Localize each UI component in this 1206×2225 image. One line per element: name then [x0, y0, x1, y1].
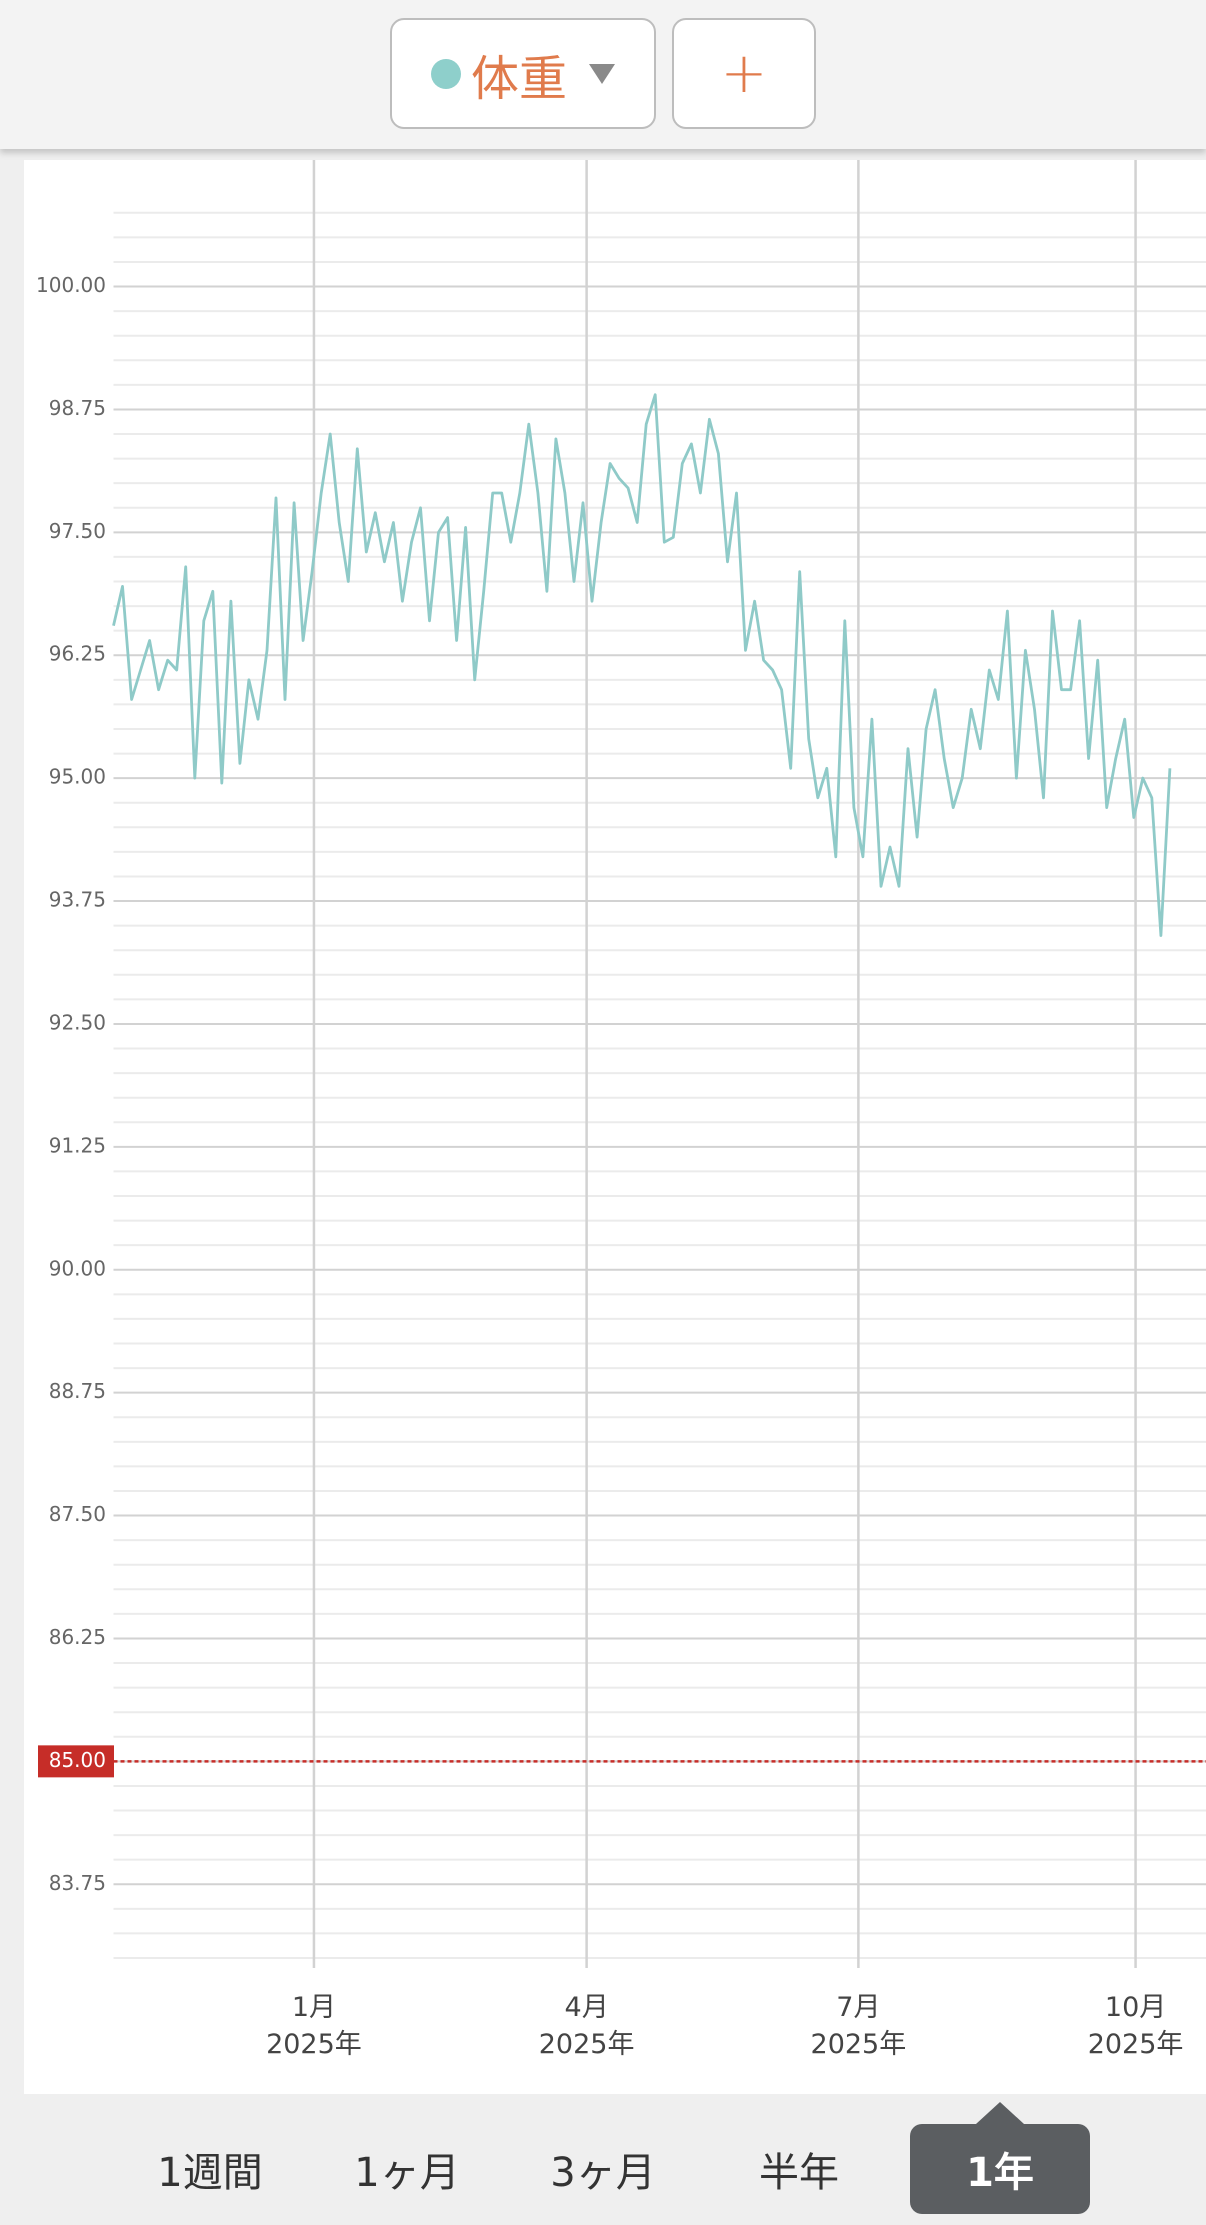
y-tick-label: 91.25 — [49, 1133, 106, 1157]
y-tick-label: 100.00 — [36, 273, 106, 297]
header-bar: 体重 + — [0, 0, 1206, 149]
target-label-bg — [38, 1745, 114, 1778]
y-tick-label: 97.50 — [49, 519, 106, 543]
add-label: + — [720, 41, 768, 106]
y-tick-label: 92.50 — [49, 1010, 106, 1034]
period-tab[interactable]: 1ヶ月 — [354, 2150, 460, 2196]
x-tick-label: 1月 — [292, 1992, 336, 2023]
x-tick-sublabel: 2025年 — [539, 2029, 635, 2060]
y-tick-label: 96.25 — [49, 642, 106, 666]
add-button[interactable]: + — [672, 18, 816, 129]
x-tick-label: 7月 — [836, 1992, 880, 2023]
y-tick-label: 83.75 — [49, 1871, 106, 1895]
y-tick-label: 86.25 — [49, 1625, 106, 1649]
x-tick-sublabel: 2025年 — [811, 2029, 907, 2060]
period-tab[interactable]: 3ヶ月 — [550, 2150, 656, 2196]
x-tick-label: 10月 — [1105, 1992, 1166, 2023]
y-tick-label: 87.50 — [49, 1502, 106, 1526]
y-tick-label: 85.00 — [49, 1748, 106, 1772]
metric-selector[interactable]: 体重 — [390, 18, 656, 129]
metric-label: 体重 — [470, 50, 567, 107]
period-tab[interactable]: 半年 — [759, 2150, 839, 2196]
period-tabs: 1週間 1ヶ月 3ヶ月 半年 1年 — [0, 2100, 1206, 2225]
period-tab[interactable]: 1週間 — [157, 2150, 263, 2196]
x-tick-sublabel: 2025年 — [266, 2029, 362, 2060]
data-line — [112, 393, 1172, 937]
y-tick-label: 90.00 — [49, 1256, 106, 1280]
chart-card — [24, 160, 1206, 2094]
y-tick-label: 95.00 — [49, 765, 106, 789]
dropdown-caret — [589, 63, 615, 84]
period-tab[interactable]: 1年 — [910, 2102, 1090, 2214]
y-tick-label: 98.75 — [49, 396, 106, 420]
x-tick-sublabel: 2025年 — [1088, 2029, 1184, 2060]
x-tick-label: 4月 — [565, 1992, 609, 2023]
y-tick-label: 93.75 — [49, 888, 106, 912]
y-tick-label: 88.75 — [49, 1379, 106, 1403]
metric-color-dot — [430, 58, 461, 89]
